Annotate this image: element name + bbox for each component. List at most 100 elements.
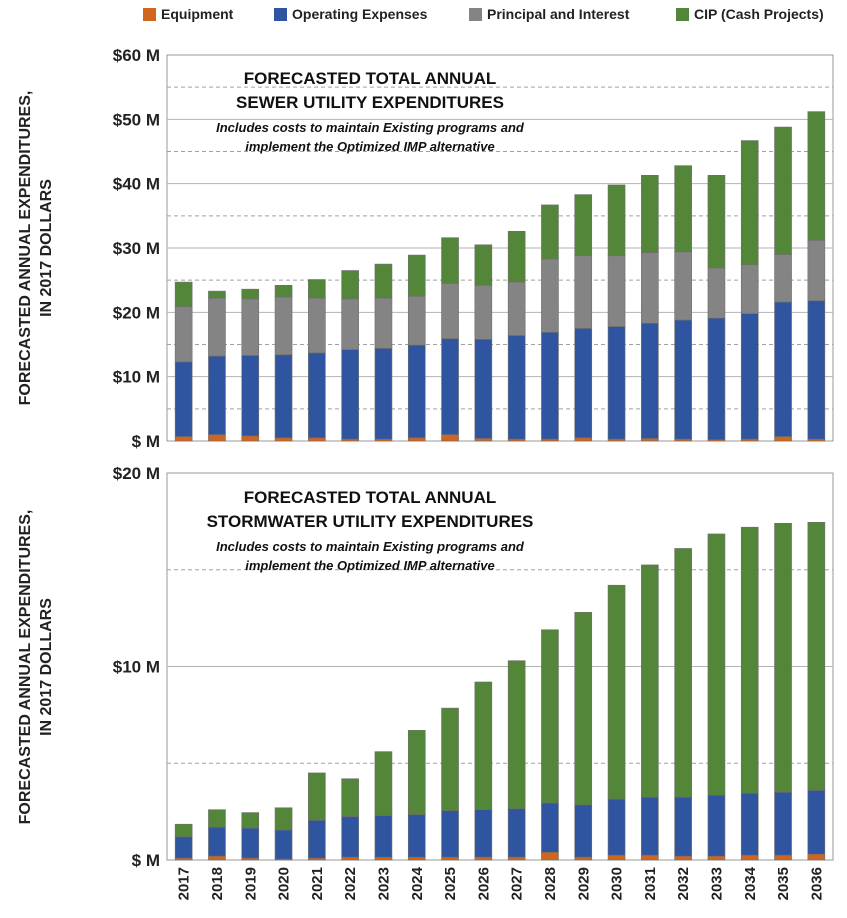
- sewer-bar-operating-expenses-2034: [740, 313, 759, 440]
- sewer-bar-cip-cash-projects-2033: [707, 175, 726, 269]
- sewer-bar-equipment-2031: [641, 438, 659, 442]
- sewer-y-axis-label-line: IN 2017 DOLLARS: [38, 179, 55, 317]
- stormwater-bar-operating-expenses-2020: [274, 829, 293, 860]
- sewer-bar-equipment-2029: [574, 437, 593, 442]
- stormwater-bar-equipment-2025: [441, 856, 459, 861]
- sewer-y-tick-label: $40 M: [113, 175, 160, 194]
- sewer-bar-equipment-2017: [174, 436, 193, 442]
- stormwater-bar-cip-cash-projects-2018: [208, 809, 226, 828]
- x-tick-label-2036: 2036: [808, 867, 825, 900]
- sewer-bar-operating-expenses-2022: [341, 349, 359, 440]
- legend-swatch-equipment: [143, 7, 156, 21]
- legend-label-operating-expenses: Operating Expenses: [292, 6, 428, 22]
- sewer-bar-principal-and-interest-2018: [208, 297, 226, 357]
- sewer-bar-principal-and-interest-2026: [474, 285, 493, 340]
- stormwater-bar-operating-expenses-2036: [807, 790, 826, 855]
- sewer-bar-principal-and-interest-2024: [407, 295, 426, 346]
- stormwater-bar-operating-expenses-2025: [441, 810, 459, 858]
- stormwater-bar-operating-expenses-2034: [740, 792, 759, 856]
- sewer-bar-principal-and-interest-2036: [807, 239, 826, 302]
- stormwater-bar-equipment-2022: [341, 856, 359, 861]
- sewer-bar-operating-expenses-2019: [241, 355, 260, 437]
- stormwater-bar-operating-expenses-2024: [407, 814, 426, 858]
- stormwater-bar-operating-expenses-2017: [174, 836, 193, 859]
- sewer-bar-principal-and-interest-2028: [541, 258, 559, 333]
- sewer-bar-operating-expenses-2031: [641, 322, 659, 439]
- stormwater-chart-note: implement the Optimized IMP alternative: [245, 558, 494, 573]
- stormwater-bar-cip-cash-projects-2029: [574, 612, 593, 806]
- stormwater-y-axis-label: FORECASTED ANNUAL EXPENDITURES, IN 2017 D…: [17, 510, 55, 825]
- stormwater-bar-operating-expenses-2035: [774, 791, 792, 856]
- x-tick-label-2022: 2022: [342, 867, 359, 900]
- sewer-bar-principal-and-interest-2030: [607, 255, 626, 327]
- sewer-bar-principal-and-interest-2029: [574, 255, 593, 329]
- stormwater-bar-cip-cash-projects-2033: [707, 533, 726, 796]
- stormwater-bar-operating-expenses-2021: [308, 820, 326, 859]
- sewer-y-tick-label: $50 M: [113, 110, 160, 129]
- sewer-bar-principal-and-interest-2034: [740, 264, 759, 314]
- sewer-bar-principal-and-interest-2035: [774, 254, 792, 303]
- stormwater-bar-cip-cash-projects-2034: [740, 526, 759, 794]
- sewer-bar-cip-cash-projects-2032: [674, 165, 692, 253]
- stormwater-y-tick-label: $ M: [132, 851, 160, 870]
- stormwater-bar-equipment-2023: [374, 856, 393, 861]
- sewer-bar-cip-cash-projects-2017: [174, 281, 193, 307]
- sewer-bar-equipment-2021: [308, 437, 326, 442]
- sewer-y-axis-label: FORECASTED ANNUAL EXPENDITURES, IN 2017 D…: [17, 91, 55, 406]
- stormwater-bar-cip-cash-projects-2027: [507, 660, 526, 810]
- stormwater-chart-note: Includes costs to maintain Existing prog…: [216, 539, 525, 554]
- sewer-bar-principal-and-interest-2032: [674, 251, 692, 321]
- sewer-bar-equipment-2025: [441, 434, 459, 442]
- sewer-bar-principal-and-interest-2025: [441, 283, 459, 340]
- x-tick-label-2021: 2021: [309, 867, 326, 900]
- stormwater-bar-equipment-2032: [674, 855, 692, 861]
- stormwater-bar-operating-expenses-2022: [341, 816, 359, 858]
- x-tick-label-2034: 2034: [742, 866, 759, 900]
- sewer-y-tick-label: $ M: [132, 432, 160, 451]
- sewer-bar-cip-cash-projects-2036: [807, 111, 826, 241]
- x-tick-label-2030: 2030: [609, 867, 626, 900]
- x-tick-label-2020: 2020: [276, 867, 293, 900]
- legend-item-principal-and-interest: Principal and Interest: [469, 6, 629, 22]
- x-tick-label-2027: 2027: [509, 867, 526, 900]
- sewer-bar-principal-and-interest-2027: [507, 281, 526, 336]
- x-tick-label-2017: 2017: [176, 867, 193, 900]
- sewer-chart-panel: $ M $10 M $20 M $30 M $40 M $50 M $60 M FORECAS…: [17, 46, 834, 451]
- sewer-bar-cip-cash-projects-2023: [374, 263, 393, 299]
- stormwater-bar-cip-cash-projects-2032: [674, 548, 692, 798]
- sewer-bar-operating-expenses-2026: [474, 339, 493, 439]
- sewer-bar-operating-expenses-2023: [374, 348, 393, 440]
- sewer-bar-cip-cash-projects-2019: [241, 288, 260, 300]
- sewer-bar-operating-expenses-2036: [807, 300, 826, 440]
- legend-label-principal-and-interest: Principal and Interest: [487, 6, 630, 22]
- stormwater-y-tick-label: $20 M: [113, 464, 160, 483]
- x-tick-label-2023: 2023: [375, 867, 392, 900]
- stormwater-bar-cip-cash-projects-2035: [774, 523, 792, 793]
- sewer-bar-equipment-2020: [274, 437, 293, 442]
- stormwater-bar-cip-cash-projects-2023: [374, 751, 393, 816]
- stormwater-bar-operating-expenses-2031: [641, 796, 659, 856]
- stormwater-bar-cip-cash-projects-2021: [308, 772, 326, 821]
- sewer-bar-cip-cash-projects-2020: [274, 285, 293, 298]
- stormwater-bar-equipment-2036: [807, 853, 826, 861]
- sewer-bar-operating-expenses-2032: [674, 319, 692, 440]
- sewer-bar-cip-cash-projects-2035: [774, 126, 792, 255]
- sewer-bar-operating-expenses-2025: [441, 338, 459, 435]
- stormwater-chart-subtitle: STORMWATER UTILITY EXPENDITURES: [207, 512, 534, 531]
- x-tick-label-2026: 2026: [475, 867, 492, 900]
- sewer-chart-note: Includes costs to maintain Existing prog…: [216, 120, 525, 135]
- stormwater-bar-operating-expenses-2023: [374, 815, 393, 858]
- sewer-bar-equipment-2018: [208, 434, 226, 442]
- legend-swatch-operating-expenses: [274, 7, 287, 21]
- sewer-bar-cip-cash-projects-2030: [607, 184, 626, 257]
- sewer-y-tick-label: $60 M: [113, 46, 160, 65]
- stormwater-bar-operating-expenses-2032: [674, 796, 692, 857]
- stormwater-y-axis-label-line: IN 2017 DOLLARS: [38, 598, 55, 736]
- stormwater-chart-title: FORECASTED TOTAL ANNUAL: [244, 488, 496, 507]
- sewer-y-tick-label: $10 M: [113, 368, 160, 387]
- stormwater-chart-panel: $ M $10 M $20 M FORECASTED ANNUAL EXPENDITU…: [17, 464, 834, 900]
- sewer-y-tick-label: $20 M: [113, 303, 160, 322]
- sewer-bar-operating-expenses-2017: [174, 361, 193, 437]
